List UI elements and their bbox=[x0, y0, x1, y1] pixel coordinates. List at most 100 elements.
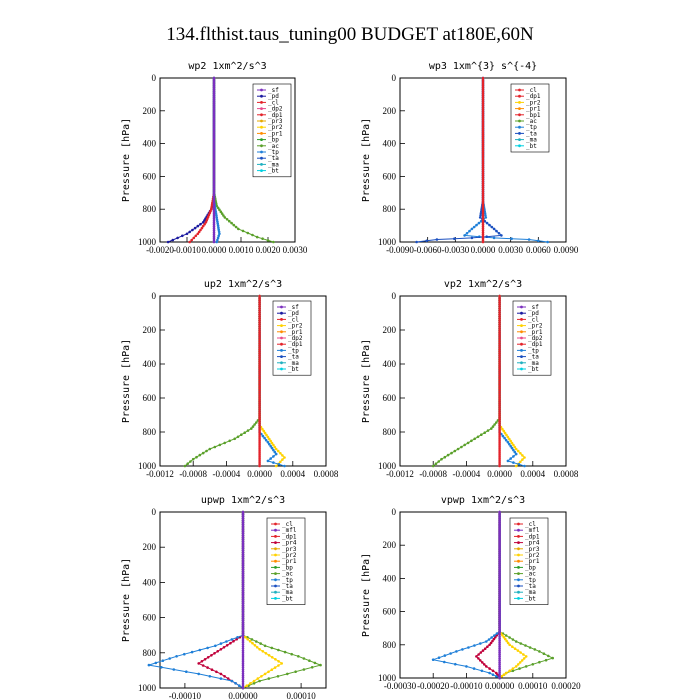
data-point bbox=[498, 651, 501, 654]
data-point bbox=[502, 635, 506, 639]
data-point bbox=[521, 454, 524, 457]
data-point bbox=[498, 327, 501, 331]
data-point bbox=[498, 548, 501, 552]
series-line bbox=[184, 296, 261, 467]
data-point bbox=[498, 323, 501, 327]
y-tick-label: 1000 bbox=[378, 461, 397, 471]
legend-label: _sf bbox=[268, 87, 279, 94]
data-point bbox=[538, 660, 541, 664]
panel-1: wp2 1xm^2/s^3 0 200 400 600 800 1000 Pressure [… bbox=[121, 61, 308, 255]
data-point bbox=[212, 180, 216, 183]
data-point bbox=[212, 227, 216, 230]
data-point bbox=[498, 555, 501, 558]
data-point bbox=[481, 164, 485, 167]
data-point bbox=[498, 647, 501, 650]
data-point bbox=[512, 461, 515, 464]
data-point bbox=[485, 640, 488, 643]
data-point bbox=[498, 391, 501, 395]
data-point bbox=[523, 456, 526, 459]
data-point bbox=[212, 207, 216, 211]
legend-marker bbox=[518, 125, 521, 129]
data-point bbox=[498, 516, 501, 520]
data-point bbox=[212, 88, 216, 92]
legend-marker bbox=[518, 144, 521, 148]
data-point bbox=[270, 446, 274, 450]
data-point bbox=[215, 218, 219, 221]
data-point bbox=[470, 439, 473, 443]
x-tick-label: -0.0004 bbox=[213, 469, 241, 479]
panel-title: wp2 1xm^2/s^3 bbox=[188, 61, 266, 72]
data-point bbox=[258, 319, 261, 323]
data-point bbox=[228, 439, 231, 443]
data-point bbox=[171, 238, 175, 242]
data-point bbox=[498, 446, 501, 450]
data-point bbox=[255, 646, 259, 649]
legend-label: _pr2 bbox=[288, 323, 303, 330]
series-line bbox=[189, 78, 215, 243]
data-point bbox=[279, 452, 282, 455]
data-point bbox=[200, 226, 204, 230]
x-tick-label: -0.00010 bbox=[450, 681, 483, 691]
data-point bbox=[522, 657, 526, 660]
data-point bbox=[241, 663, 245, 667]
data-point bbox=[172, 668, 176, 671]
data-point bbox=[481, 238, 485, 242]
data-point bbox=[498, 613, 501, 616]
data-point bbox=[481, 114, 485, 118]
data-point bbox=[258, 403, 261, 407]
data-point bbox=[267, 654, 271, 657]
legend-label: _dp2 bbox=[268, 106, 283, 113]
data-point bbox=[212, 158, 216, 161]
series-ta bbox=[415, 76, 503, 244]
data-point bbox=[273, 445, 277, 449]
x-tick-label: -0.0012 bbox=[386, 469, 414, 479]
data-point bbox=[481, 209, 485, 213]
data-point bbox=[498, 635, 501, 639]
data-point bbox=[258, 406, 261, 409]
data-point bbox=[258, 325, 261, 329]
data-point bbox=[212, 240, 216, 244]
data-point bbox=[216, 220, 219, 223]
data-point bbox=[258, 329, 261, 333]
legend-marker bbox=[260, 150, 263, 154]
data-point bbox=[190, 650, 194, 654]
data-point bbox=[498, 418, 501, 421]
data-point bbox=[513, 450, 517, 454]
data-point bbox=[498, 442, 501, 446]
legend-label: _pr2 bbox=[525, 552, 540, 559]
data-point bbox=[258, 464, 261, 468]
data-point bbox=[498, 581, 501, 584]
data-point bbox=[498, 528, 501, 532]
data-point bbox=[498, 348, 501, 351]
data-point bbox=[544, 658, 548, 662]
data-point bbox=[498, 401, 501, 405]
data-point bbox=[212, 170, 216, 173]
data-point bbox=[498, 321, 501, 325]
data-point bbox=[258, 335, 261, 339]
data-point bbox=[481, 120, 485, 123]
data-point bbox=[217, 228, 220, 231]
legend: _cl_mfl_dp1_pr4_pr3_pr2_pr1_bp_ac_tp_ta_… bbox=[509, 517, 549, 605]
data-point bbox=[498, 379, 501, 382]
data-point bbox=[498, 366, 501, 370]
data-point bbox=[498, 335, 501, 339]
data-point bbox=[481, 100, 485, 104]
y-tick-label: 400 bbox=[143, 359, 157, 369]
data-point bbox=[524, 655, 528, 658]
data-point bbox=[241, 651, 245, 655]
data-point bbox=[481, 188, 485, 191]
data-point bbox=[522, 653, 525, 656]
x-tick-label: -0.0030 bbox=[441, 245, 469, 255]
data-point bbox=[274, 658, 277, 661]
legend-label: _ta bbox=[526, 130, 537, 137]
y-tick-label: 200 bbox=[143, 325, 157, 335]
data-point bbox=[481, 76, 485, 80]
data-point bbox=[277, 660, 280, 663]
legend-label: _tp bbox=[282, 577, 293, 584]
legend-label: _bp bbox=[268, 137, 279, 144]
series-dp1 bbox=[431, 294, 501, 468]
data-point bbox=[493, 423, 496, 426]
data-point bbox=[233, 437, 236, 441]
data-point bbox=[225, 640, 228, 643]
data-point bbox=[514, 447, 518, 451]
